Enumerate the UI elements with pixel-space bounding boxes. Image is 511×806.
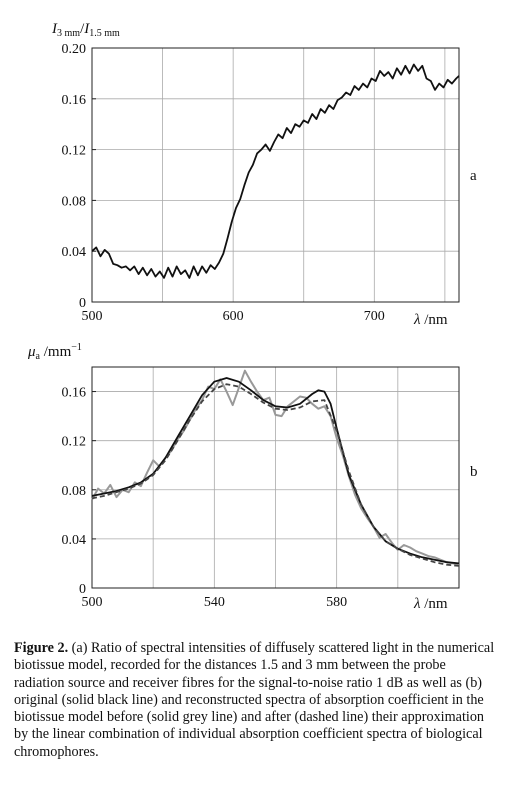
x-tick-label: 600 bbox=[223, 309, 244, 324]
series-line-1 bbox=[91, 63, 460, 279]
panel-a-tag: a bbox=[470, 168, 477, 184]
y-tick-label: 0.12 bbox=[62, 144, 87, 159]
panel-a-xlabel: λ /nm bbox=[413, 312, 448, 328]
caption-text: (a) Ratio of spectral intensities of dif… bbox=[14, 640, 495, 760]
y-tick-label: 0.04 bbox=[62, 245, 87, 260]
x-tick-label: 500 bbox=[82, 309, 103, 324]
panel-b-xlabel: λ /nm bbox=[413, 596, 448, 612]
plot-frame bbox=[91, 366, 460, 589]
x-tick-label: 500 bbox=[82, 595, 103, 610]
series-line-3 bbox=[91, 383, 460, 567]
x-tick-label: 700 bbox=[364, 309, 385, 324]
figure-caption: Figure 2. (a) Ratio of spectral intensit… bbox=[14, 640, 498, 761]
y-tick-label: 0.04 bbox=[62, 533, 87, 548]
series-line-1 bbox=[91, 369, 460, 566]
plot-frame bbox=[91, 47, 460, 303]
figure: 0 0.04 0.08 0.12 0.16 0.20 500 600 700 I3 mm/I1.… bbox=[27, 21, 478, 612]
y-tick-label: 0 bbox=[79, 582, 86, 597]
panel-b-ylabel: μa /mm−1 bbox=[27, 342, 82, 362]
y-tick-label: 0 bbox=[79, 296, 86, 311]
chart-panel-a: 0 0.04 0.08 0.12 0.16 0.20 500 600 700 bbox=[62, 42, 460, 324]
y-tick-label: 0.16 bbox=[62, 386, 87, 401]
y-tick-label: 0.08 bbox=[62, 194, 87, 209]
x-tick-label: 580 bbox=[326, 595, 347, 610]
y-tick-label: 0.12 bbox=[62, 435, 87, 450]
y-tick-label: 0.16 bbox=[62, 93, 87, 108]
chart-panel-b: 0 0.04 0.08 0.12 0.16 500 540 580 bbox=[62, 366, 460, 610]
caption-label: Figure 2. bbox=[14, 640, 69, 656]
y-tick-label: 0.20 bbox=[62, 42, 87, 57]
y-tick-label: 0.08 bbox=[62, 484, 87, 499]
panel-b-tag: b bbox=[470, 464, 478, 480]
x-tick-label: 540 bbox=[204, 595, 225, 610]
panel-a-ylabel: I3 mm/I1.5 mm bbox=[51, 21, 120, 39]
